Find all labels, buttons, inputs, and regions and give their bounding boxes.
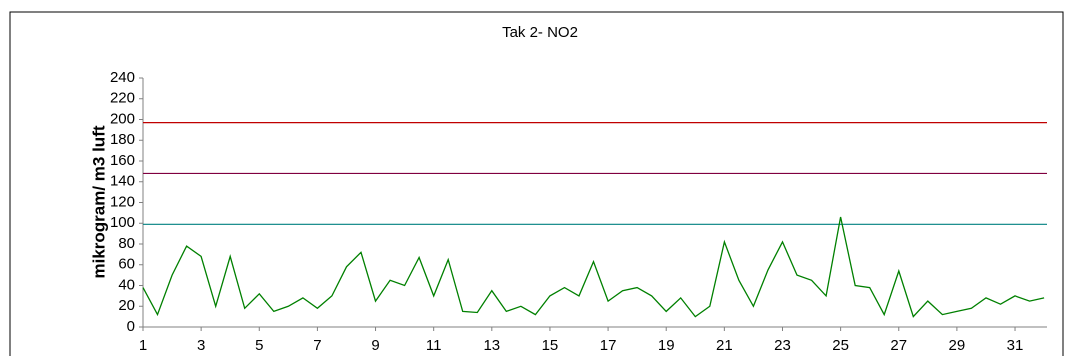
x-tick-label: 31 [1007, 337, 1024, 354]
y-tick-label: 80 [118, 235, 135, 252]
x-tick-label: 21 [716, 337, 733, 354]
x-tick-label: 19 [658, 337, 675, 354]
y-tick-label: 200 [110, 110, 135, 127]
x-tick-label: 3 [197, 337, 205, 354]
y-axis-label: mikrogram/ m3 luft [89, 125, 108, 278]
data-line [142, 216, 1045, 318]
x-tick-label: 17 [600, 337, 617, 354]
chart-title: Tak 2- NO2 [502, 24, 578, 41]
y-tick-label: 220 [110, 90, 135, 107]
x-tick-label: 13 [483, 337, 500, 354]
y-tick-label: 160 [110, 152, 135, 169]
y-tick-label: 100 [110, 214, 135, 231]
x-tick-label: 1 [139, 337, 147, 354]
y-tick-label: 0 [127, 318, 135, 335]
y-tick-label: 120 [110, 193, 135, 210]
y-tick-label: 60 [118, 256, 135, 273]
x-tick-label: 27 [890, 337, 907, 354]
x-tick-label: 7 [313, 337, 321, 354]
y-tick-label: 180 [110, 131, 135, 148]
x-tick-label: 15 [542, 337, 559, 354]
y-tick-label: 240 [110, 69, 135, 86]
chart-frame [9, 11, 1064, 361]
x-tick-label: 5 [255, 337, 263, 354]
x-tick-label: 23 [774, 337, 791, 354]
x-tick-label: 29 [949, 337, 966, 354]
x-tick-label: 25 [832, 337, 849, 354]
y-tick-label: 140 [110, 173, 135, 190]
y-tick-label: 20 [118, 297, 135, 314]
x-tick-label: 11 [426, 337, 442, 354]
y-tick-label: 40 [118, 276, 135, 293]
x-tick-label: 9 [371, 337, 379, 354]
